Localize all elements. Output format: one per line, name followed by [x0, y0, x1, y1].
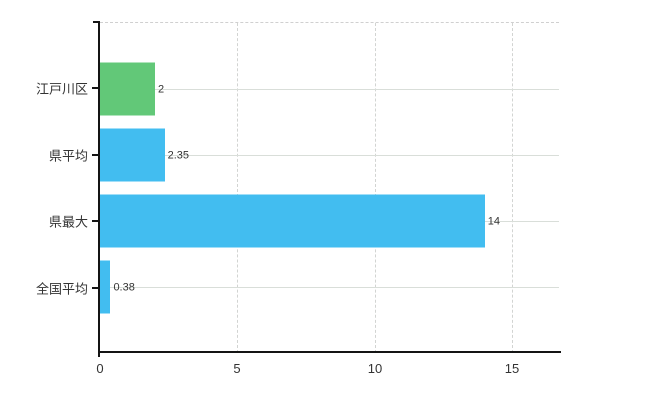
vertical-gridline-15: [512, 23, 514, 353]
bar-row: 14: [100, 194, 559, 248]
plot-area: 2 2.35 14 0.38: [100, 22, 559, 353]
bar-pref-max[interactable]: [100, 194, 485, 248]
bar-edogawa[interactable]: [100, 62, 155, 116]
y-axis-tick: [92, 154, 98, 156]
value-label: 2: [157, 83, 165, 95]
category-label-national-average: 全国平均: [35, 281, 88, 297]
x-tick-label-10: 10: [367, 361, 383, 376]
bar-row: 2: [100, 62, 559, 116]
x-tick-label-0: 0: [96, 361, 104, 376]
bar-row: 2.35: [100, 128, 559, 182]
y-axis-tick: [92, 87, 98, 89]
horizontal-gridline: [100, 155, 559, 156]
y-axis-line: [98, 21, 100, 357]
category-label-edogawa: 江戸川区: [35, 81, 88, 97]
vertical-gridline-10: [374, 23, 376, 353]
category-label-pref-average: 県平均: [48, 148, 88, 164]
y-axis-tick: [92, 287, 98, 289]
x-axis-line: [98, 351, 561, 353]
y-axis-tick: [92, 220, 98, 222]
horizontal-gridline: [100, 287, 559, 288]
bar-pref-average[interactable]: [100, 128, 165, 182]
x-tick-label-5: 5: [233, 361, 241, 376]
value-label: 0.38: [113, 281, 135, 293]
horizontal-gridline: [100, 89, 559, 90]
bar-national-average[interactable]: [100, 260, 111, 314]
vertical-gridline-5: [237, 23, 239, 353]
bar-row: 0.38: [100, 260, 559, 314]
y-axis-top-tick: [93, 21, 98, 23]
value-label: 2.35: [167, 149, 189, 161]
category-label-pref-max: 県最大: [48, 214, 88, 230]
value-label: 14: [487, 215, 501, 227]
x-tick-label-15: 15: [504, 361, 520, 376]
